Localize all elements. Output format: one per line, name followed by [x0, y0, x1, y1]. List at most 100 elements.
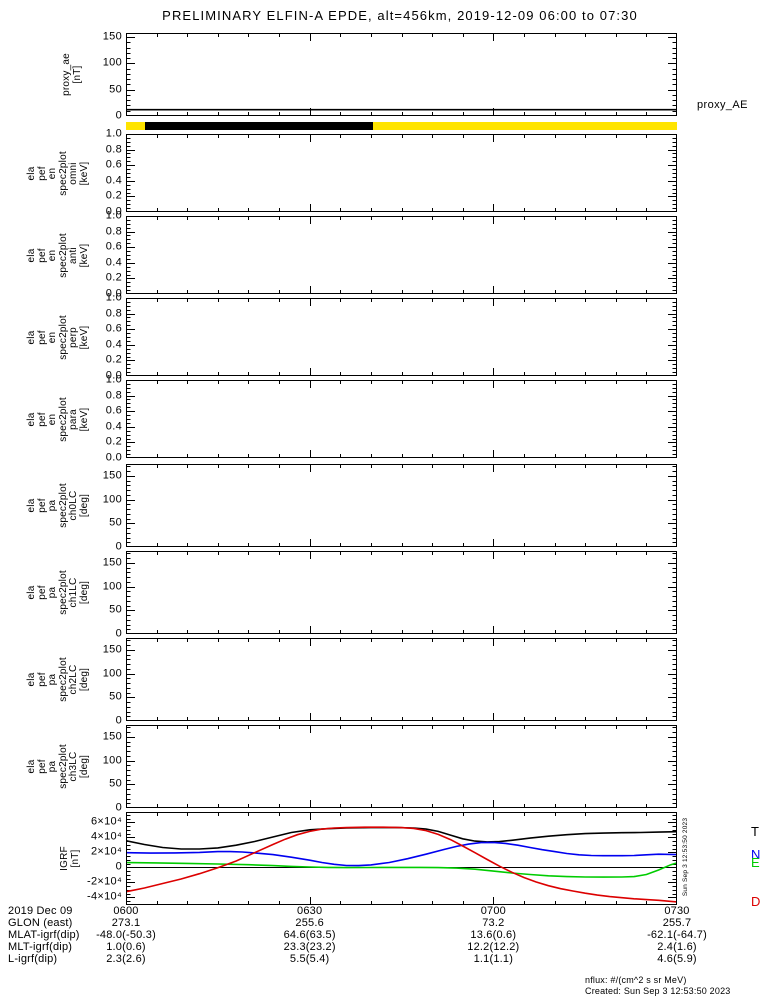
- axis-row-2-value-2: 13.6(0.6): [470, 929, 517, 941]
- panel-anti-ytick-0.0: 0.0: [105, 287, 122, 300]
- panel-anti-ytick-0.6: 0.6: [105, 240, 122, 253]
- panel-perp-ytick-0.0: 0.0: [105, 369, 122, 382]
- panel-perp-ytick-0.2: 0.2: [105, 353, 122, 366]
- proxy-ae-series-label: proxy_AE: [697, 99, 748, 111]
- axis-row-4-value-0: 2.3(2.6): [106, 953, 146, 965]
- created-timestamp: Created: Sun Sep 3 12:53:50 2023: [585, 986, 731, 996]
- panel-ch0LC-ytick-100: 100: [102, 493, 122, 506]
- panel-anti-ytick-0.8: 0.8: [105, 225, 122, 238]
- panel-ch2LC-ytick-150: 150: [102, 643, 122, 656]
- panel-ch1LC-ytick-0: 0: [115, 627, 122, 640]
- panel-para-ytick-0.8: 0.8: [105, 389, 122, 402]
- panel-proxy_ae-ytick-0: 0: [115, 109, 122, 122]
- legend-item-T: T: [751, 823, 759, 839]
- panel-perp-ytick-0.8: 0.8: [105, 307, 122, 320]
- panel-ch2LC-ytick-100: 100: [102, 667, 122, 680]
- axis-row-1-value-2: 73.2: [482, 917, 505, 929]
- axis-row-0-value-1: 0630: [297, 905, 323, 917]
- axis-row-3-value-3: 2.4(1.6): [657, 941, 697, 953]
- panel-anti-plot: [126, 216, 677, 294]
- panel-ch0LC-plot: [126, 464, 677, 547]
- panel-ch3LC-ytick-0: 0: [115, 801, 122, 814]
- panel-igrf-plot: [126, 812, 677, 905]
- panel-para-ytick-0.6: 0.6: [105, 404, 122, 417]
- axis-row-header-2: MLAT-igrf(dip): [8, 929, 80, 941]
- panel-anti-ytick-0.4: 0.4: [105, 256, 122, 269]
- panel-para-ytick-0.0: 0.0: [105, 451, 122, 464]
- panel-para-ytick-1.0: 1.0: [105, 373, 122, 386]
- panel-igrf-ytick--4×10⁴: -4×10⁴: [87, 890, 122, 903]
- axis-row-header-0: 2019 Dec 09: [8, 905, 73, 917]
- axis-row-2-value-3: -62.1(-64.7): [647, 929, 707, 941]
- legend-item-E: E: [751, 854, 760, 870]
- panel-ch2LC-plot: [126, 638, 677, 721]
- series-D-line: [126, 826, 677, 903]
- panel-ch1LC-plot: [126, 551, 677, 634]
- panel-igrf-ytick-4×10⁴: 4×10⁴: [90, 830, 122, 843]
- panel-para-ytick-0.2: 0.2: [105, 435, 122, 448]
- panel-omni-ytick-0.2: 0.2: [105, 189, 122, 202]
- panel-igrf-ytick-0: 0: [115, 860, 122, 873]
- panel-omni-ytick-1.0: 1.0: [105, 127, 122, 140]
- flux-units-note: nflux: #/(cm^2 s sr MeV): [585, 975, 687, 985]
- axis-row-1-value-3: 255.7: [662, 917, 692, 929]
- panel-proxy_ae-ytick-100: 100: [102, 56, 122, 69]
- panel-omni-axis-label-text: ela pef en spec2plot omni [keV]: [25, 150, 89, 196]
- panel-perp-ytick-0.4: 0.4: [105, 338, 122, 351]
- panel-para-plot: [126, 380, 677, 458]
- panel-ch0LC-ytick-50: 50: [109, 516, 122, 529]
- plot-title: PRELIMINARY ELFIN-A EPDE, alt=456km, 201…: [162, 8, 638, 23]
- axis-row-header-4: L-igrf(dip): [8, 953, 58, 965]
- axis-row-header-1: GLON (east): [8, 917, 73, 929]
- panel-anti-ytick-0.2: 0.2: [105, 271, 122, 284]
- panel-ch3LC-ytick-150: 150: [102, 730, 122, 743]
- panel-ch3LC-plot: [126, 725, 677, 808]
- axis-row-header-3: MLT-igrf(dip): [8, 941, 73, 953]
- panel-perp-axis-label-text: ela pef en spec2plot perp [keV]: [25, 314, 89, 360]
- series-N-line: [126, 841, 677, 867]
- panel-ch0LC-ytick-150: 150: [102, 469, 122, 482]
- axis-row-4-value-2: 1.1(1.1): [473, 953, 514, 965]
- axis-row-2-value-1: 64.6(63.5): [283, 929, 336, 941]
- axis-row-4-value-1: 5.5(5.4): [289, 953, 330, 965]
- series-E-line: [126, 861, 677, 878]
- status-bar-segment-1: [144, 122, 374, 130]
- axis-row-3-value-0: 1.0(0.6): [106, 941, 146, 953]
- panel-para-ytick-0.4: 0.4: [105, 420, 122, 433]
- panel-ch1LC-ytick-50: 50: [109, 603, 122, 616]
- panel-para-axis-label-text: ela pef en spec2plot para [keV]: [25, 396, 89, 442]
- axis-row-0-value-3: 0730: [664, 905, 690, 917]
- panel-ch2LC-ytick-0: 0: [115, 714, 122, 727]
- axis-row-1-value-1: 255.6: [295, 917, 324, 929]
- axis-row-0-value-0: 0600: [113, 905, 139, 917]
- panel-omni-plot: [126, 134, 677, 212]
- status-bar-segment-2: [373, 122, 677, 130]
- panel-igrf-ytick-6×10⁴: 6×10⁴: [90, 815, 122, 828]
- panel-ch0LC-ytick-0: 0: [115, 540, 122, 553]
- panel-omni-ytick-0.4: 0.4: [105, 174, 122, 187]
- panel-ch2LC-ytick-50: 50: [109, 690, 122, 703]
- panel-proxy_ae-ytick-150: 150: [102, 30, 122, 43]
- panel-omni-ytick-0.8: 0.8: [105, 143, 122, 156]
- axis-row-3-value-2: 12.2(12.2): [467, 941, 520, 953]
- panel-anti-axis-label-text: ela pef en spec2plot anti [keV]: [25, 232, 89, 278]
- panel-ch3LC-ytick-100: 100: [102, 754, 122, 767]
- panel-ch3LC-ytick-50: 50: [109, 777, 122, 790]
- panel-ch1LC-ytick-150: 150: [102, 556, 122, 569]
- panel-proxy_ae-ytick-50: 50: [109, 83, 122, 96]
- legend-item-D: D: [751, 893, 761, 909]
- axis-row-3-value-1: 23.3(23.2): [283, 941, 336, 953]
- panel-igrf-ytick--2×10⁴: -2×10⁴: [87, 875, 122, 888]
- status-bar-segment-0: [126, 122, 145, 130]
- panel-proxy_ae-plot: [126, 33, 677, 116]
- series-T-line: [126, 826, 677, 850]
- panel-perp-ytick-0.6: 0.6: [105, 322, 122, 335]
- axis-row-1-value-0: 273.1: [111, 917, 141, 929]
- axis-row-2-value-0: -48.0(-50.3): [96, 929, 156, 941]
- panel-igrf-ytick-2×10⁴: 2×10⁴: [90, 845, 122, 858]
- panel-anti-ytick-1.0: 1.0: [105, 209, 122, 222]
- panel-perp-ytick-1.0: 1.0: [105, 291, 122, 304]
- panel-omni-ytick-0.6: 0.6: [105, 158, 122, 171]
- panel-ch1LC-ytick-100: 100: [102, 580, 122, 593]
- panel-omni-ytick-0.0: 0.0: [105, 205, 122, 218]
